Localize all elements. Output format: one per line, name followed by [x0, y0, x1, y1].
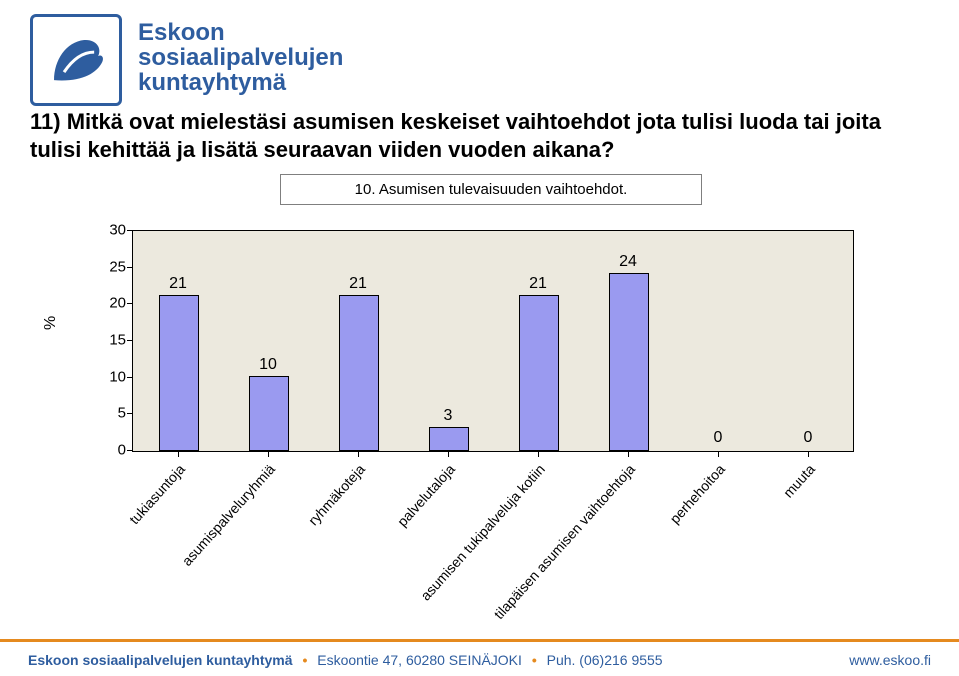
y-tick-label: 15 — [109, 332, 126, 349]
bar — [429, 427, 469, 451]
bar-value-label: 3 — [418, 407, 478, 425]
footer: Eskoon sosiaalipalvelujen kuntayhtymä • … — [0, 644, 959, 676]
brand-line2: sosiaalipalvelujen — [138, 45, 343, 70]
y-axis-label: % — [42, 316, 60, 330]
bird-icon — [46, 30, 106, 90]
x-tick-label: asumisen tukipalveluja kotiin — [536, 461, 548, 472]
x-tick-label: tilapäisen asumisen vaihtoehtoja — [626, 461, 638, 472]
bar-value-label: 21 — [328, 275, 388, 293]
dot-icon: • — [532, 652, 537, 668]
brand-line3: kuntayhtymä — [138, 70, 343, 95]
brand-line1: Eskoon — [138, 20, 343, 45]
bar-value-label: 0 — [778, 429, 838, 447]
y-axis: 051015202530 — [90, 230, 132, 450]
bar-value-label: 10 — [238, 356, 298, 374]
footer-divider — [0, 639, 959, 642]
y-tick-label: 10 — [109, 368, 126, 385]
header: Eskoon sosiaalipalvelujen kuntayhtymä — [0, 0, 959, 106]
footer-site: www.eskoo.fi — [849, 652, 931, 668]
footer-address: Eskoontie 47, 60280 SEINÄJOKI — [317, 652, 522, 668]
footer-org: Eskoon sosiaalipalvelujen kuntayhtymä — [28, 652, 293, 668]
chart-legend-title: 10. Asumisen tulevaisuuden vaihtoehdot. — [280, 174, 702, 205]
bar — [609, 273, 649, 451]
y-tick-label: 0 — [118, 442, 126, 459]
bar-chart: % 051015202530 21tukiasuntoja10asumispal… — [90, 230, 870, 600]
y-tick-label: 25 — [109, 258, 126, 275]
brand-text: Eskoon sosiaalipalvelujen kuntayhtymä — [138, 20, 343, 96]
bar-value-label: 24 — [598, 253, 658, 271]
bar-value-label: 21 — [508, 275, 568, 293]
x-tick-label: perhehoitoa — [716, 461, 728, 472]
plot-area: 21tukiasuntoja10asumispalveluryhmiä21ryh… — [132, 230, 854, 452]
y-tick-label: 30 — [109, 222, 126, 239]
footer-left: Eskoon sosiaalipalvelujen kuntayhtymä • … — [28, 652, 663, 668]
y-tick-label: 20 — [109, 295, 126, 312]
x-tick-label: muuta — [806, 461, 818, 472]
question-heading: 11) Mitkä ovat mielestäsi asumisen keske… — [30, 108, 929, 163]
x-tick-label: palvelutaloja — [446, 461, 458, 472]
bar-value-label: 0 — [688, 429, 748, 447]
y-tick-label: 5 — [118, 405, 126, 422]
bar — [339, 295, 379, 451]
bar — [249, 376, 289, 451]
bar — [519, 295, 559, 451]
bar — [159, 295, 199, 451]
logo — [30, 14, 122, 106]
x-tick-label: ryhmäkoteja — [356, 461, 368, 472]
footer-phone: Puh. (06)216 9555 — [547, 652, 663, 668]
bar-value-label: 21 — [148, 275, 208, 293]
dot-icon: • — [302, 652, 307, 668]
x-tick-label: asumispalveluryhmiä — [266, 461, 278, 472]
x-tick-label: tukiasuntoja — [176, 461, 188, 472]
